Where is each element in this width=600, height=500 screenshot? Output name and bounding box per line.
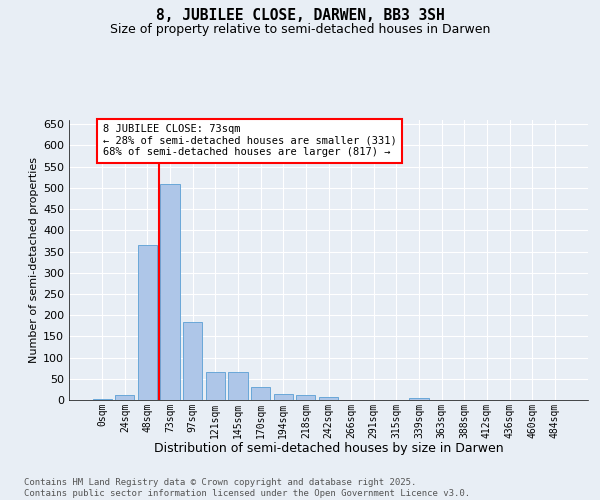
Bar bbox=[319, 397, 338, 400]
Bar bbox=[115, 395, 134, 400]
Bar bbox=[274, 394, 293, 400]
Text: 8 JUBILEE CLOSE: 73sqm
← 28% of semi-detached houses are smaller (331)
68% of se: 8 JUBILEE CLOSE: 73sqm ← 28% of semi-det… bbox=[103, 124, 397, 158]
Bar bbox=[409, 398, 428, 400]
Bar bbox=[251, 388, 270, 400]
Bar bbox=[138, 245, 157, 400]
Bar bbox=[92, 398, 112, 400]
Bar bbox=[183, 322, 202, 400]
Bar bbox=[296, 395, 316, 400]
Bar bbox=[160, 184, 180, 400]
X-axis label: Distribution of semi-detached houses by size in Darwen: Distribution of semi-detached houses by … bbox=[154, 442, 503, 455]
Y-axis label: Number of semi-detached properties: Number of semi-detached properties bbox=[29, 157, 39, 363]
Bar bbox=[229, 372, 248, 400]
Text: Contains HM Land Registry data © Crown copyright and database right 2025.
Contai: Contains HM Land Registry data © Crown c… bbox=[24, 478, 470, 498]
Text: 8, JUBILEE CLOSE, DARWEN, BB3 3SH: 8, JUBILEE CLOSE, DARWEN, BB3 3SH bbox=[155, 8, 445, 22]
Text: Size of property relative to semi-detached houses in Darwen: Size of property relative to semi-detach… bbox=[110, 22, 490, 36]
Bar bbox=[206, 372, 225, 400]
